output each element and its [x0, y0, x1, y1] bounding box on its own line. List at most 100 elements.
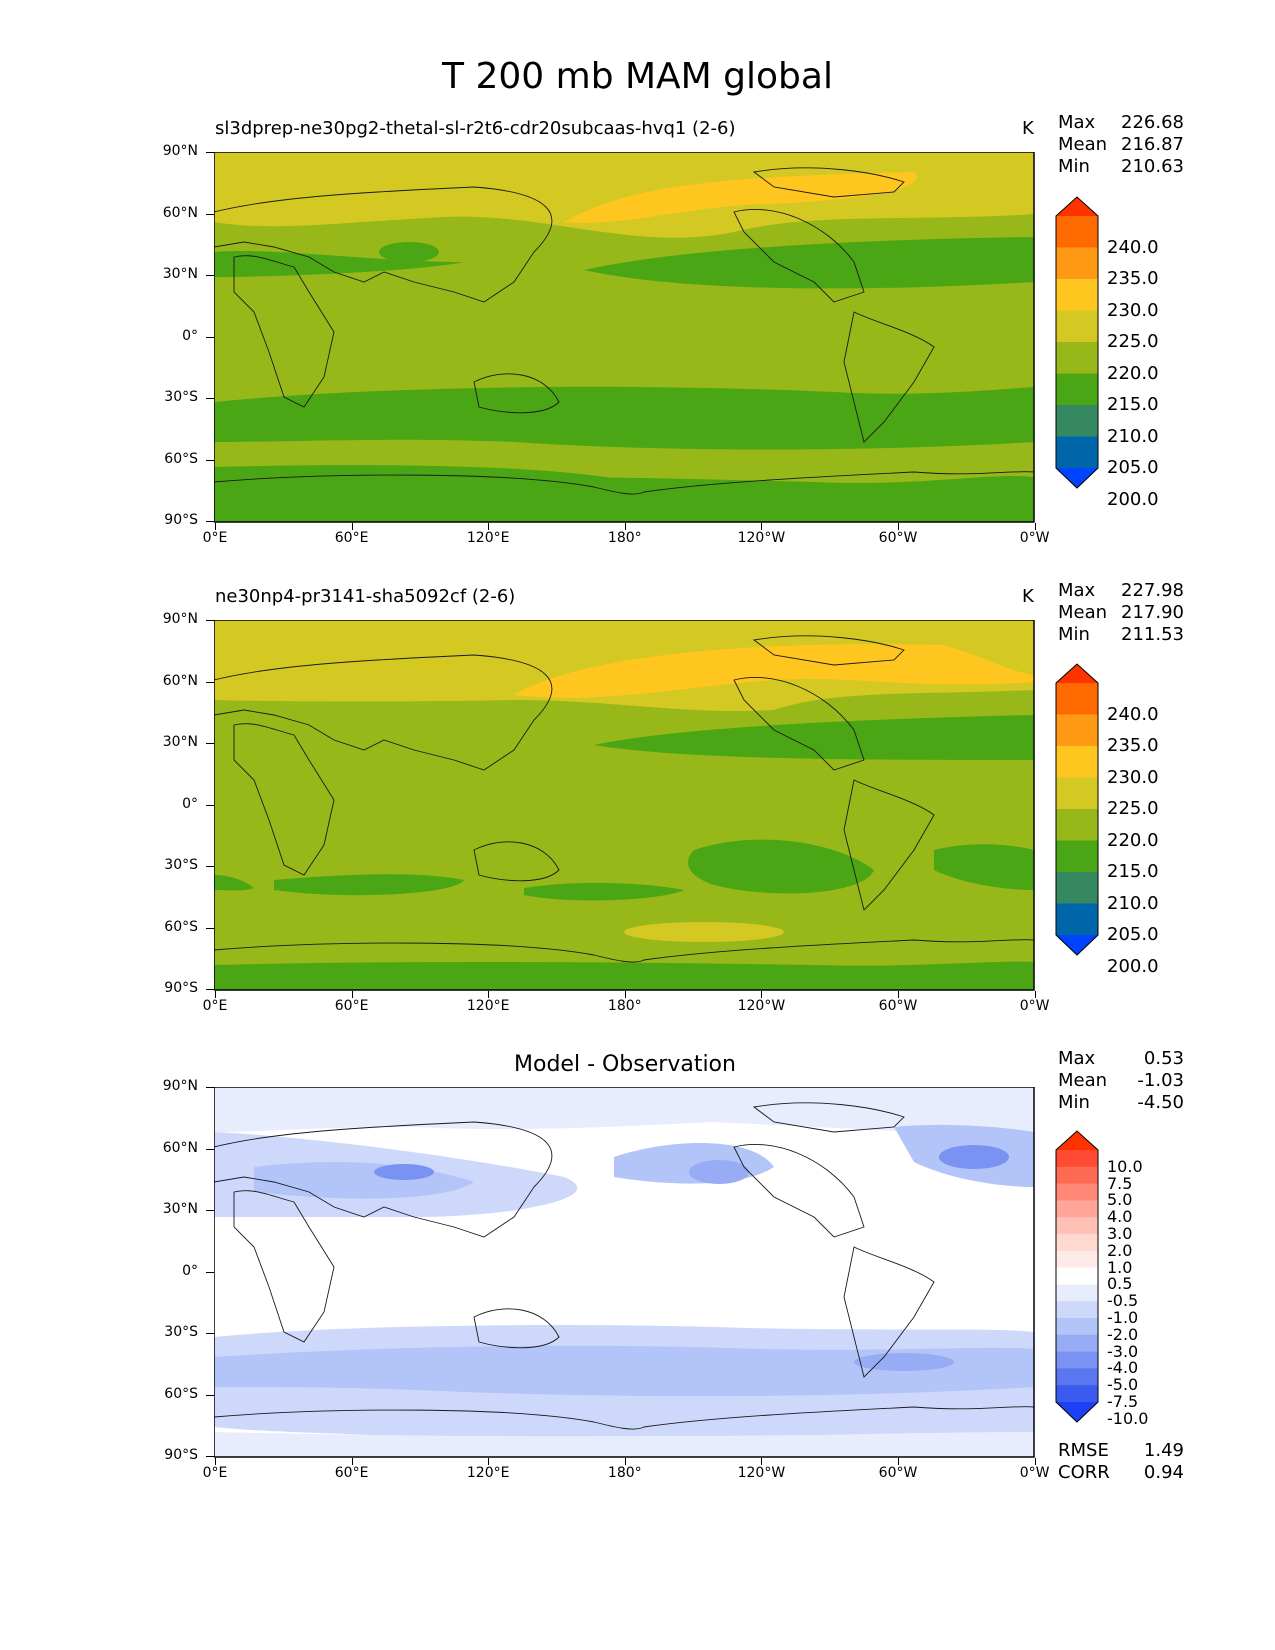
panel-1-title: sl3dprep-ne30pg2-thetal-sl-r2t6-cdr20sub… [215, 118, 736, 139]
panel-2-xtick: 120°W [737, 998, 786, 1014]
panel-1-ytick-mark [206, 459, 214, 461]
panel-3-map [214, 1087, 1035, 1458]
panel-1-colorbar [1055, 196, 1099, 489]
panel-1-units: K [1022, 118, 1034, 139]
panel-1-ytick: 30°S [164, 389, 198, 405]
panel-2-ytick: 60°S [164, 918, 198, 935]
panel-2-ytick-mark [206, 927, 214, 929]
panel-2-xtick-mark [351, 991, 353, 998]
panel-3-ytick-mark [206, 1456, 214, 1457]
panel-3-xtick: 0°E [202, 1465, 228, 1481]
colorbar-segment [1056, 1150, 1098, 1168]
panel-1-xtick-mark [761, 523, 763, 530]
panel-2-xtick-mark [898, 991, 899, 998]
panel-3-xtick-mark [898, 1458, 899, 1465]
panel-3-xtick: 120°E [466, 1465, 510, 1481]
panel-3-colorbar-label: 3.0 [1107, 1224, 1133, 1243]
panel-3-xtick: 60°W [878, 1465, 918, 1481]
colorbar-segment [1056, 903, 1098, 936]
panel-1-ytick-mark [206, 521, 214, 522]
panel-2-xtick-mark [1034, 991, 1036, 998]
panel-3-colorbar-label: 10.0 [1107, 1156, 1143, 1176]
panel-3-ytick: 60°N [162, 1139, 198, 1156]
panel-3-colorbar-label: 0.5 [1107, 1274, 1133, 1294]
panel-1-xtick-mark [215, 523, 216, 530]
panel-3-xtick: 120°W [737, 1465, 786, 1481]
rmse-value: 1.49 [1143, 1440, 1184, 1461]
colorbar-segment [1056, 1368, 1098, 1386]
panel-1-xtick-mark [898, 523, 899, 530]
panel-2-ytick: 0° [182, 795, 198, 812]
panel-3-ytick: 90°N [162, 1078, 198, 1094]
colorbar-extend-bottom [1056, 935, 1098, 955]
colorbar-segment [1056, 1318, 1098, 1336]
panel-2-xtick: 120°E [466, 998, 510, 1014]
panel-3-ytick: 60°S [164, 1385, 198, 1402]
colorbar-segment [1056, 840, 1098, 873]
panel-1-ytick-mark [206, 398, 214, 399]
panel-1-xtick-mark [351, 523, 353, 530]
panel-3-colorbar-label: -10.0 [1107, 1408, 1149, 1428]
panel-3-colorbar-label: -3.0 [1107, 1341, 1139, 1361]
panel-3-ytick: 30°N [162, 1201, 198, 1217]
panel-2-map [214, 620, 1035, 991]
colorbar-segment [1056, 1334, 1098, 1353]
panel-3-xtick-mark [624, 1458, 626, 1465]
panel-2-xtick-mark [624, 991, 626, 998]
colorbar-segment [1056, 216, 1098, 248]
panel-2-colorbar-label: 205.0 [1107, 924, 1159, 945]
panel-3-colorbar-label: 1.0 [1107, 1257, 1133, 1277]
panel-1-ytick-mark [206, 275, 214, 276]
panel-3-mean: -1.03 [1137, 1070, 1184, 1091]
panel-3-colorbar-label: -2.0 [1107, 1324, 1139, 1344]
colorbar-segment [1056, 1250, 1098, 1269]
panel-1-ytick-mark [206, 152, 214, 153]
panel-2-stats: Max 227.98 Mean 217.90 Min 211.53 [1058, 580, 1184, 645]
colorbar-segment [1056, 746, 1098, 778]
colorbar-segment [1056, 405, 1098, 437]
panel-3-ytick: 0° [182, 1262, 198, 1279]
panel-2-ytick: 60°N [162, 672, 198, 689]
panel-3-xtick: 180° [607, 1465, 642, 1481]
panel-3-ytick: 30°S [164, 1324, 198, 1340]
panel-2-colorbar-label: 200.0 [1107, 955, 1159, 977]
panel-2-colorbar-label: 240.0 [1107, 703, 1159, 725]
panel-2-xtick-mark [215, 991, 216, 998]
panel-3-colorbar-label: -5.0 [1107, 1375, 1139, 1395]
panel-3-max: 0.53 [1143, 1048, 1184, 1069]
panel-3-xtick: 60°E [334, 1465, 369, 1481]
panel-1-xtick: 0°W [1019, 530, 1050, 546]
panel-2-ytick: 30°S [164, 857, 198, 873]
panel-3-title: Model - Observation [514, 1052, 736, 1077]
panel-1-colorbar-label: 240.0 [1107, 236, 1159, 258]
colorbar-extend-top [1056, 1131, 1098, 1150]
panel-3-colorbar-label: -0.5 [1107, 1291, 1139, 1311]
panel-3-colorbar [1055, 1130, 1099, 1423]
colorbar-outline [1055, 196, 1099, 489]
colorbar-segment [1056, 714, 1098, 747]
panel-2-ytick: 90°S [164, 980, 198, 996]
panel-3-colorbar-label: 4.0 [1107, 1207, 1133, 1227]
panel-3-colorbar-label: -4.0 [1107, 1358, 1139, 1378]
panel-3-xtick-mark [351, 1458, 353, 1465]
colorbar-segment [1056, 1183, 1098, 1201]
panel-2-colorbar-label: 220.0 [1107, 829, 1159, 851]
panel-2-colorbar-label: 215.0 [1107, 861, 1159, 882]
panel-3-colorbar-label: -1.0 [1107, 1308, 1139, 1327]
panel-1-ytick: 90°N [162, 143, 198, 159]
colorbar-segment [1056, 279, 1098, 311]
panel-1-colorbar-label: 230.0 [1107, 299, 1159, 321]
panel-2-xtick: 60°W [878, 998, 918, 1014]
colorbar-segment [1056, 1284, 1098, 1302]
colorbar-segment [1056, 1385, 1098, 1403]
panel-3-ytick-mark [206, 1148, 214, 1150]
panel-2-ytick-mark [206, 989, 214, 990]
panel-1-xtick: 120°W [737, 530, 786, 546]
panel-1-min: 210.63 [1121, 156, 1184, 177]
panel-3-colorbar-label: 7.5 [1107, 1173, 1133, 1193]
panel-3-xtick: 0°W [1019, 1465, 1050, 1481]
colorbar-segment [1056, 872, 1098, 904]
colorbar-segment [1056, 1200, 1098, 1218]
panel-3-xtick-mark [761, 1458, 763, 1465]
colorbar-segment [1056, 1301, 1098, 1319]
